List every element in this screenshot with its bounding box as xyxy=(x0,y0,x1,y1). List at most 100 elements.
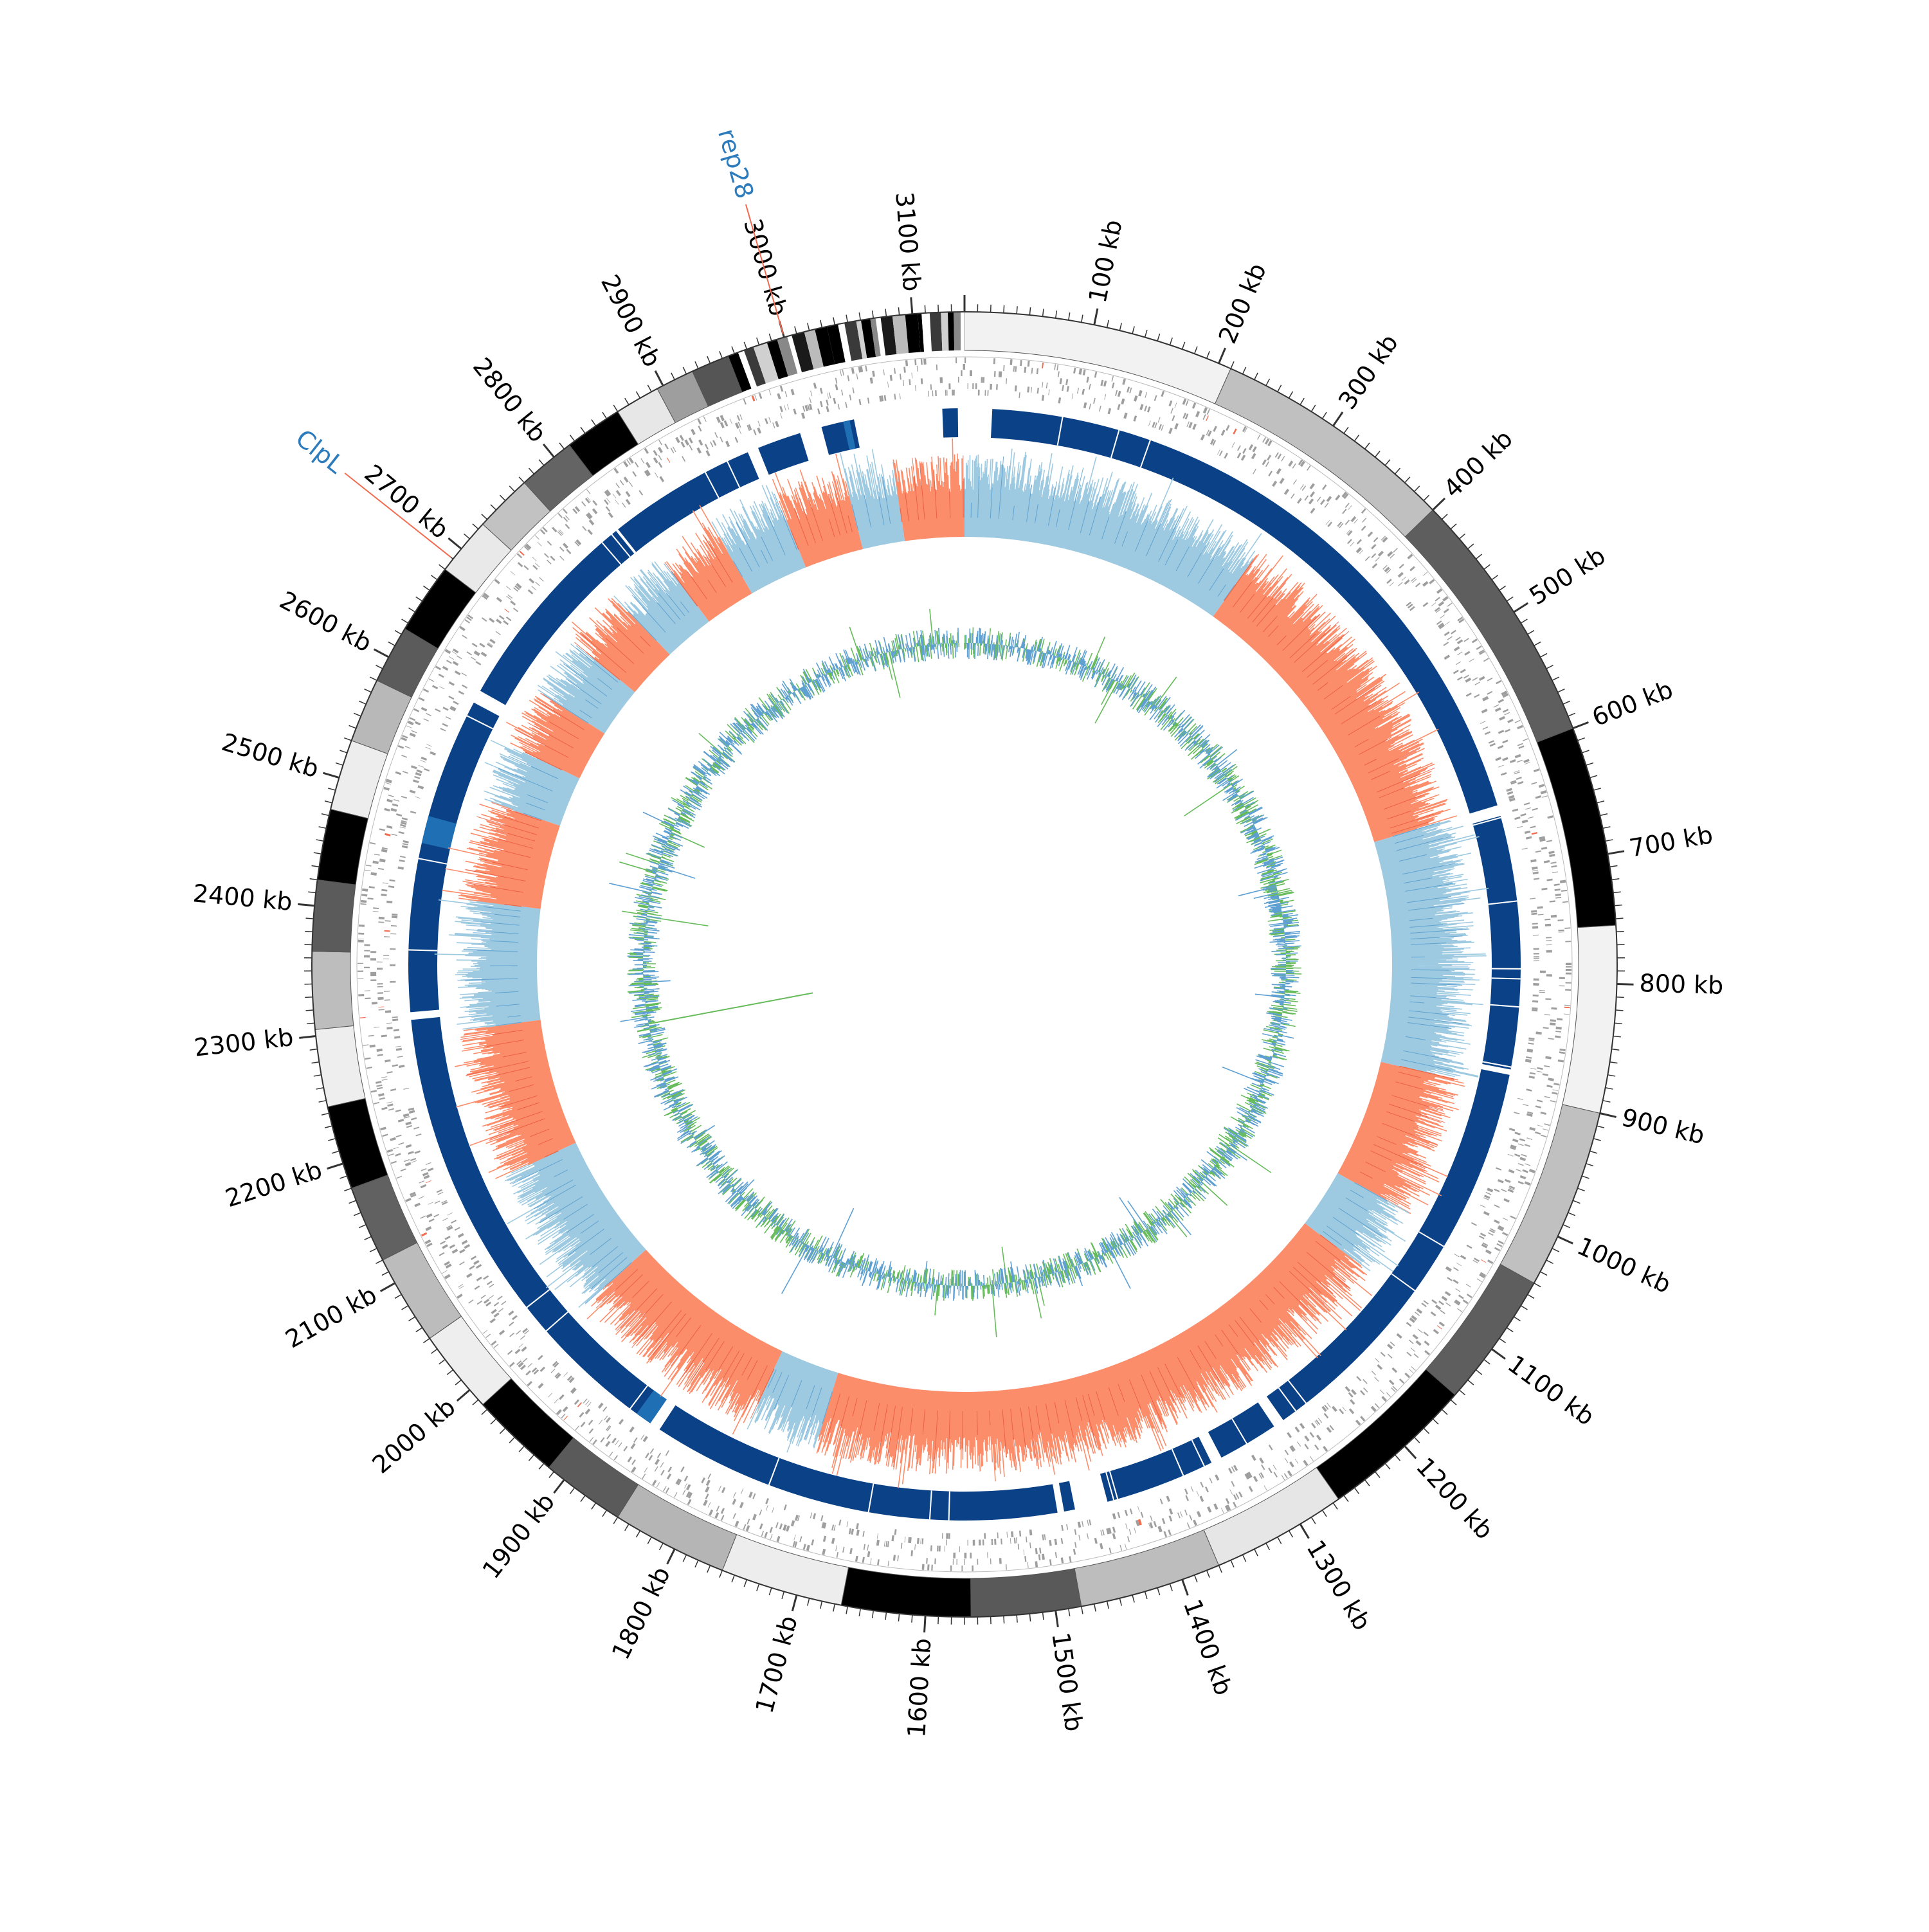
gene-feature xyxy=(946,1533,948,1539)
gene-feature xyxy=(1467,1294,1472,1298)
gene-feature xyxy=(1520,813,1526,817)
gene-feature xyxy=(655,1459,660,1465)
gene-feature xyxy=(820,1515,823,1521)
gene-feature xyxy=(1545,1056,1551,1060)
gene-feature xyxy=(888,1560,889,1566)
gene-feature xyxy=(459,1249,465,1253)
gene-feature xyxy=(1389,1380,1395,1386)
gene-feature xyxy=(606,1417,611,1423)
minor-tick xyxy=(833,317,835,325)
gene-feature xyxy=(1202,414,1206,420)
gene-feature xyxy=(732,1499,736,1505)
gene-feature xyxy=(391,808,397,812)
gene-feature xyxy=(930,384,932,390)
minor-tick xyxy=(1278,385,1281,392)
gene-feature xyxy=(765,418,768,424)
gene-feature xyxy=(1445,1303,1451,1306)
gene-feature xyxy=(442,666,449,671)
gene-feature xyxy=(1423,602,1429,607)
gene-feature xyxy=(721,1487,725,1493)
gene-feature xyxy=(1530,859,1537,862)
gene-feature xyxy=(392,834,397,836)
minor-tick xyxy=(795,327,797,334)
gene-feature xyxy=(369,886,375,889)
gene-feature xyxy=(1310,491,1315,497)
gene-feature xyxy=(1537,1067,1543,1070)
gene-feature xyxy=(1558,1060,1564,1063)
gene-feature xyxy=(826,400,828,406)
minor-tick xyxy=(1375,1472,1380,1477)
gene-feature xyxy=(1028,1562,1029,1568)
gene-feature xyxy=(421,1168,427,1171)
gene-feature xyxy=(820,388,823,393)
gene-feature xyxy=(1162,1518,1166,1524)
minor-tick xyxy=(559,443,564,449)
gene-feature xyxy=(1108,408,1111,415)
gene-feature xyxy=(1424,1341,1429,1346)
minor-tick xyxy=(1266,1543,1270,1550)
gene-feature xyxy=(399,1065,404,1068)
gene-feature xyxy=(847,1521,849,1527)
minor-tick xyxy=(1289,1531,1293,1537)
gene-feature xyxy=(1323,1446,1328,1452)
minor-tick xyxy=(519,477,524,483)
gene-feature xyxy=(390,934,396,935)
gene-feature xyxy=(1564,1014,1570,1015)
gene-feature xyxy=(1345,1386,1351,1392)
gene-feature xyxy=(1496,1243,1502,1247)
gene-feature xyxy=(415,772,422,776)
gene-feature xyxy=(1231,442,1235,447)
gene-feature xyxy=(398,745,404,749)
gene-feature xyxy=(476,1277,482,1281)
gene-feature xyxy=(1537,1099,1543,1102)
tick-label: 1500 kb xyxy=(1046,1630,1088,1733)
gene-feature xyxy=(1272,481,1277,487)
gene-feature xyxy=(624,476,629,482)
gene-feature xyxy=(380,1127,386,1131)
minor-tick xyxy=(1563,701,1570,704)
tick-label: 1700 kb xyxy=(750,1612,802,1716)
gene-feature xyxy=(459,626,466,631)
gene-feature xyxy=(793,408,797,415)
gene-feature xyxy=(373,907,379,909)
minor-tick xyxy=(370,1249,377,1252)
gene-feature xyxy=(392,804,398,807)
gene-feature xyxy=(1562,901,1568,903)
gene-feature xyxy=(1533,995,1539,997)
gene-feature xyxy=(446,716,451,719)
gene-feature xyxy=(931,1565,933,1571)
gene-feature xyxy=(1391,1368,1397,1373)
gene-feature xyxy=(712,440,716,446)
gene-feature xyxy=(1515,754,1521,759)
tick-label: 700 kb xyxy=(1627,820,1715,862)
gene-feature xyxy=(622,502,626,507)
gene-feature xyxy=(640,1434,644,1440)
gene-feature xyxy=(1507,791,1514,795)
gene-feature xyxy=(1100,380,1103,386)
minor-tick xyxy=(491,505,496,510)
gene-feature xyxy=(1378,551,1384,557)
gene-feature xyxy=(946,1540,947,1546)
gene-feature xyxy=(1373,537,1379,542)
major-tick xyxy=(543,444,554,457)
gene-feature xyxy=(1531,782,1537,784)
gene-feature xyxy=(563,1416,568,1420)
gene-feature xyxy=(606,1434,611,1439)
gene-feature xyxy=(588,1420,593,1425)
gene-feature xyxy=(415,721,421,726)
gene-feature xyxy=(1356,1376,1361,1381)
gene-feature xyxy=(1024,367,1026,373)
gene-feature xyxy=(1522,1169,1528,1173)
gene-feature xyxy=(472,643,478,647)
gene-feature xyxy=(1109,1548,1112,1553)
gene-feature xyxy=(1295,1459,1299,1464)
gene-feature xyxy=(368,1035,374,1037)
gene-feature xyxy=(1368,532,1373,537)
major-tick xyxy=(448,538,461,549)
minor-tick xyxy=(1395,1455,1400,1461)
gene-feature xyxy=(538,1355,543,1360)
gene-feature xyxy=(1445,622,1450,626)
gene-feature xyxy=(581,501,586,507)
minor-tick xyxy=(1069,312,1070,320)
minor-tick xyxy=(707,356,711,363)
